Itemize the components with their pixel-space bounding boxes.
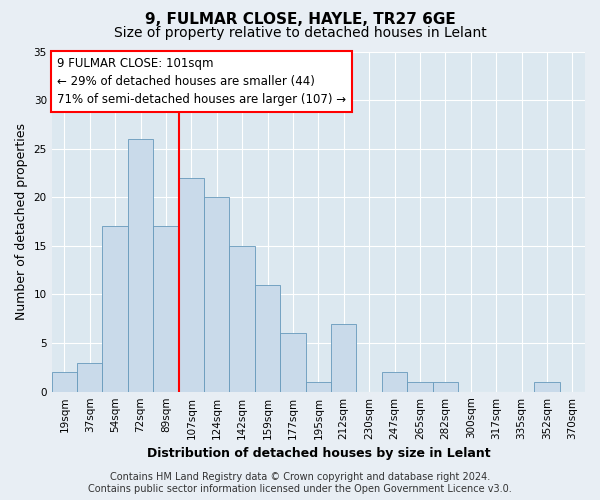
Bar	[331, 324, 356, 392]
Bar	[534, 382, 560, 392]
Bar	[128, 139, 153, 392]
Bar	[103, 226, 128, 392]
Bar	[407, 382, 433, 392]
Bar	[204, 198, 229, 392]
Bar	[153, 226, 179, 392]
Text: Contains HM Land Registry data © Crown copyright and database right 2024.
Contai: Contains HM Land Registry data © Crown c…	[88, 472, 512, 494]
Bar	[433, 382, 458, 392]
Text: Size of property relative to detached houses in Lelant: Size of property relative to detached ho…	[113, 26, 487, 40]
Bar	[255, 285, 280, 392]
Bar	[305, 382, 331, 392]
Y-axis label: Number of detached properties: Number of detached properties	[15, 123, 28, 320]
Bar	[179, 178, 204, 392]
Text: 9 FULMAR CLOSE: 101sqm
← 29% of detached houses are smaller (44)
71% of semi-det: 9 FULMAR CLOSE: 101sqm ← 29% of detached…	[57, 56, 346, 106]
Bar	[382, 372, 407, 392]
Text: 9, FULMAR CLOSE, HAYLE, TR27 6GE: 9, FULMAR CLOSE, HAYLE, TR27 6GE	[145, 12, 455, 28]
Bar	[77, 362, 103, 392]
Bar	[229, 246, 255, 392]
Bar	[280, 334, 305, 392]
X-axis label: Distribution of detached houses by size in Lelant: Distribution of detached houses by size …	[146, 447, 490, 460]
Bar	[52, 372, 77, 392]
